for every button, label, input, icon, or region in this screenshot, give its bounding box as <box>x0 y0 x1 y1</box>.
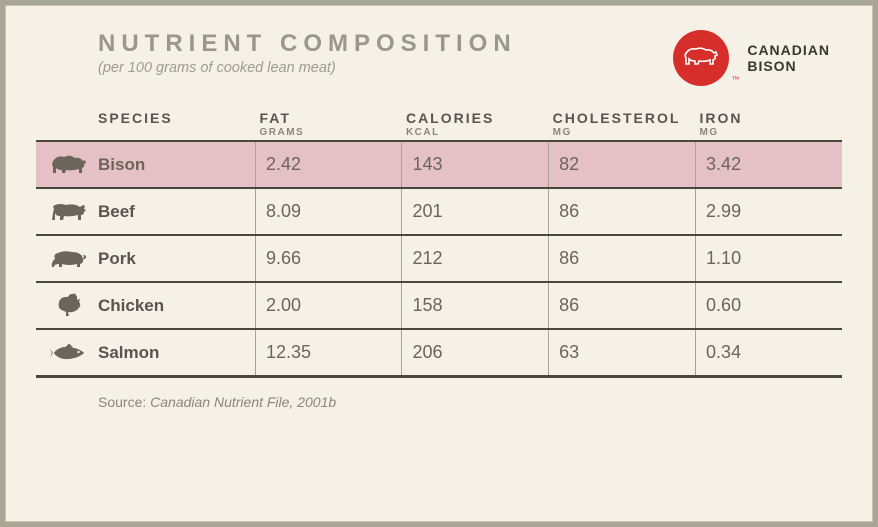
trademark: ™ <box>731 75 739 84</box>
fat-cell: 8.09 <box>255 188 401 235</box>
col-fat-label: FAT <box>259 110 290 126</box>
col-iron: IRON MG <box>696 104 842 141</box>
col-calories-sub: KCAL <box>406 127 545 138</box>
header: NUTRIENT COMPOSITION (per 100 grams of c… <box>36 30 842 86</box>
brand-line1: CANADIAN <box>747 42 830 58</box>
nutrient-table: SPECIES FAT GRAMS CALORIES KCAL CHOLESTE… <box>36 104 842 378</box>
col-calories-label: CALORIES <box>406 110 494 126</box>
species-name: Beef <box>98 202 135 221</box>
title-block: NUTRIENT COMPOSITION (per 100 grams of c… <box>98 30 517 76</box>
col-calories: CALORIES KCAL <box>402 104 549 141</box>
calories-cell: 212 <box>402 235 549 282</box>
nutrient-card: NUTRIENT COMPOSITION (per 100 grams of c… <box>5 5 873 522</box>
col-cholesterol-label: CHOLESTEROL <box>553 110 681 126</box>
iron-cell: 0.34 <box>696 329 842 377</box>
bison-logo-icon <box>673 30 729 86</box>
fat-cell: 12.35 <box>255 329 401 377</box>
page-title: NUTRIENT COMPOSITION <box>98 30 517 58</box>
species-name: Bison <box>98 155 145 174</box>
col-species: SPECIES <box>36 104 255 141</box>
cow-icon <box>50 199 88 225</box>
species-name: Salmon <box>98 343 159 362</box>
species-cell: Bison <box>36 141 255 188</box>
cholesterol-cell: 82 <box>549 141 696 188</box>
fat-cell: 2.00 <box>255 282 401 329</box>
cholesterol-cell: 86 <box>549 188 696 235</box>
page-subtitle: (per 100 grams of cooked lean meat) <box>98 60 517 76</box>
col-iron-label: IRON <box>700 110 743 126</box>
table-row: Bison 2.42143823.42 <box>36 141 842 188</box>
species-cell: Beef <box>36 188 255 235</box>
species-cell: Pork <box>36 235 255 282</box>
cholesterol-cell: 86 <box>549 235 696 282</box>
source-text: Canadian Nutrient File, 2001b <box>150 394 336 410</box>
cholesterol-cell: 86 <box>549 282 696 329</box>
calories-cell: 158 <box>402 282 549 329</box>
col-fat-sub: GRAMS <box>259 127 397 138</box>
iron-cell: 3.42 <box>696 141 842 188</box>
col-fat: FAT GRAMS <box>255 104 401 141</box>
fat-cell: 2.42 <box>255 141 401 188</box>
bison-icon <box>50 152 88 178</box>
table-body: Bison 2.42143823.42 Beef 8.09201862.99 Pork 9… <box>36 141 842 377</box>
table-header: SPECIES FAT GRAMS CALORIES KCAL CHOLESTE… <box>36 104 842 141</box>
col-species-label: SPECIES <box>98 110 173 126</box>
source-line: Source: Canadian Nutrient File, 2001b <box>36 394 842 410</box>
source-label: Source: <box>98 394 150 410</box>
calories-cell: 201 <box>402 188 549 235</box>
species-cell: Salmon <box>36 329 255 377</box>
species-name: Pork <box>98 249 136 268</box>
cholesterol-cell: 63 <box>549 329 696 377</box>
brand-line2: BISON <box>747 58 830 74</box>
table-row: Pork 9.66212861.10 <box>36 235 842 282</box>
iron-cell: 1.10 <box>696 235 842 282</box>
species-name: Chicken <box>98 296 164 315</box>
col-cholesterol-sub: MG <box>553 127 692 138</box>
table-row: Beef 8.09201862.99 <box>36 188 842 235</box>
fish-icon <box>50 340 88 366</box>
chicken-icon <box>50 293 88 319</box>
fat-cell: 9.66 <box>255 235 401 282</box>
col-iron-sub: MG <box>700 127 838 138</box>
iron-cell: 2.99 <box>696 188 842 235</box>
table-row: Salmon 12.35206630.34 <box>36 329 842 377</box>
calories-cell: 143 <box>402 141 549 188</box>
brand-text: CANADIAN BISON <box>747 42 830 74</box>
col-cholesterol: CHOLESTEROL MG <box>549 104 696 141</box>
brand-logo: ™ CANADIAN BISON <box>673 30 830 86</box>
calories-cell: 206 <box>402 329 549 377</box>
pig-icon <box>50 246 88 272</box>
iron-cell: 0.60 <box>696 282 842 329</box>
species-cell: Chicken <box>36 282 255 329</box>
table-row: Chicken 2.00158860.60 <box>36 282 842 329</box>
